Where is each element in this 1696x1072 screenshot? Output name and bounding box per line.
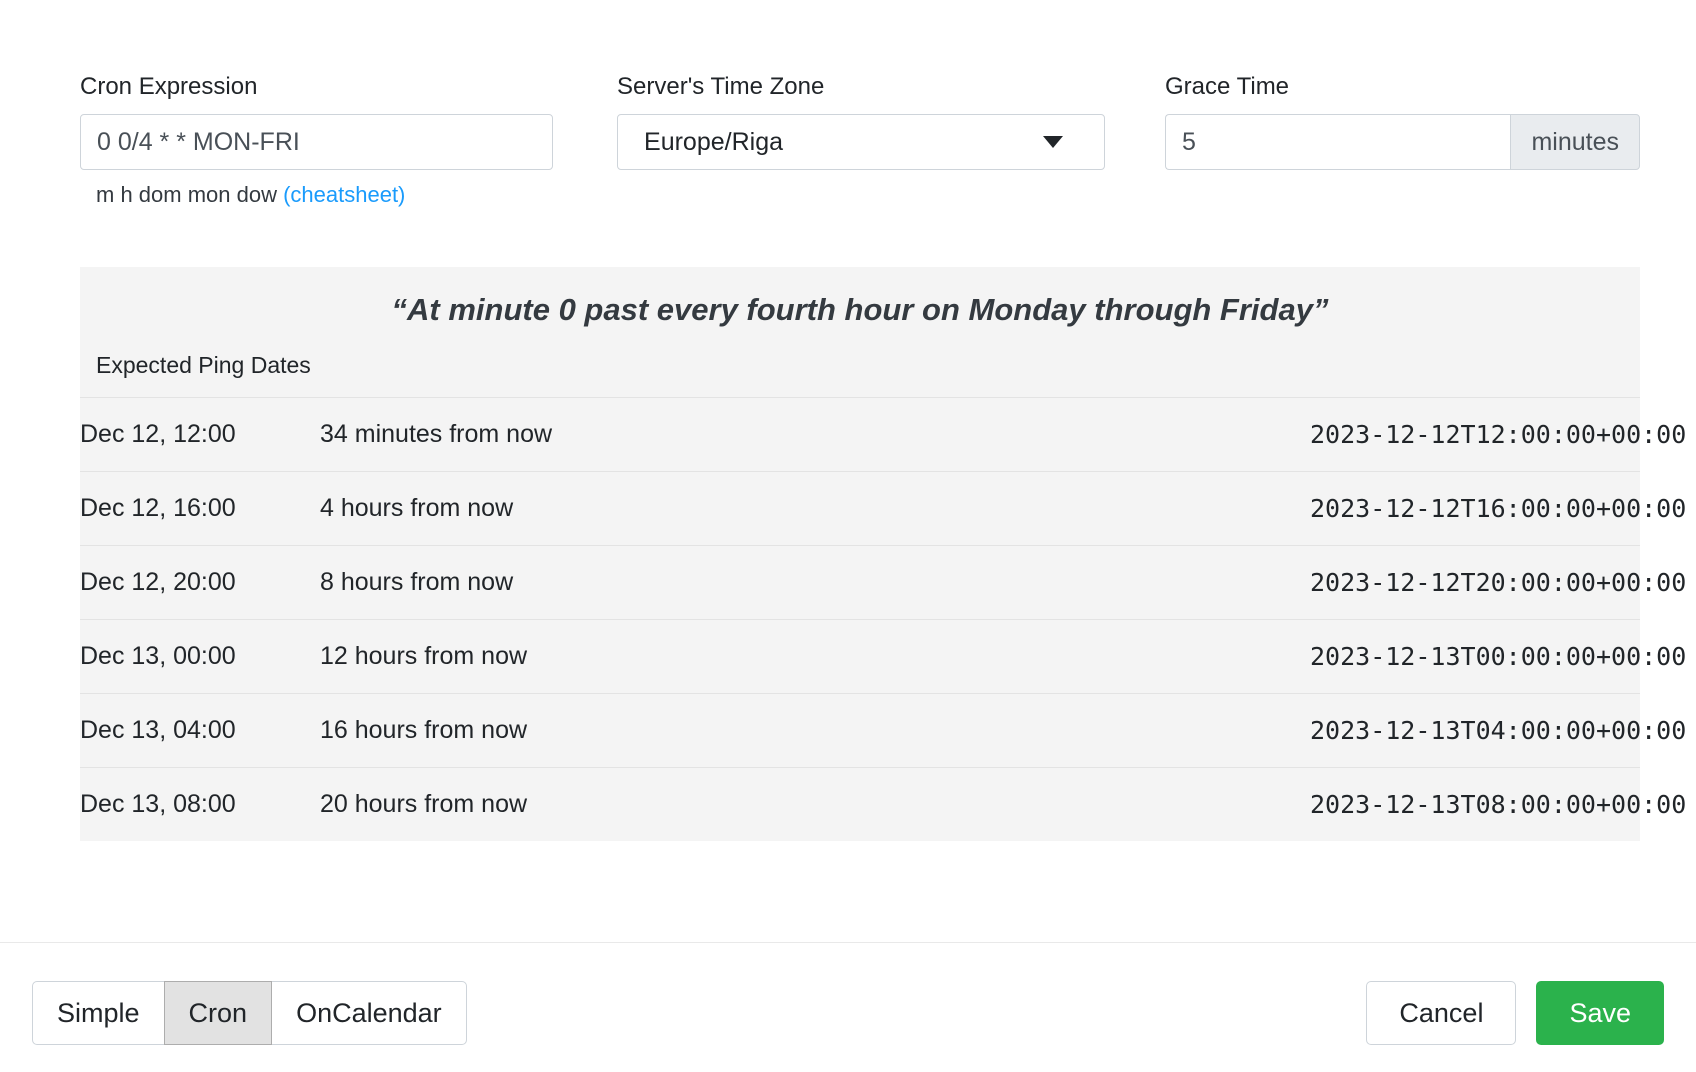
ping-iso-timestamp: 2023-12-12T16:00:00+00:00 xyxy=(1310,470,1686,546)
ping-iso-timestamp: 2023-12-13T00:00:00+00:00 xyxy=(1310,618,1686,694)
tab-simple[interactable]: Simple xyxy=(32,981,165,1045)
timezone-field-group: Server's Time Zone Europe/Riga xyxy=(617,72,1105,170)
ping-relative: 20 hours from now xyxy=(320,766,1310,841)
schedule-preview-panel: “At minute 0 past every fourth hour on M… xyxy=(80,267,1686,841)
ping-iso-timestamp: 2023-12-12T20:00:00+00:00 xyxy=(1310,544,1686,620)
ping-iso-timestamp: 2023-12-13T04:00:00+00:00 xyxy=(1310,692,1686,768)
table-row: Dec 13, 04:00 16 hours from now 2023-12-… xyxy=(80,692,1686,768)
save-button[interactable]: Save xyxy=(1536,981,1664,1045)
ping-relative: 16 hours from now xyxy=(320,692,1310,768)
ping-iso-timestamp: 2023-12-13T08:00:00+00:00 xyxy=(1310,766,1686,841)
ping-date: Dec 13, 04:00 xyxy=(80,692,320,768)
expected-ping-dates-table: Dec 12, 12:00 34 minutes from now 2023-1… xyxy=(80,396,1686,841)
expected-ping-dates-label: Expected Ping Dates xyxy=(96,351,311,378)
timezone-selected-value: Europe/Riga xyxy=(617,114,1105,170)
table-row: Dec 13, 08:00 20 hours from now 2023-12-… xyxy=(80,766,1686,841)
cron-expression-field-group: Cron Expression m h dom mon dow (cheatsh… xyxy=(80,72,554,208)
timezone-select[interactable]: Europe/Riga xyxy=(617,114,1105,170)
ping-relative: 34 minutes from now xyxy=(320,396,1310,472)
footer-actions: Cancel Save xyxy=(1366,981,1664,1045)
footer-divider xyxy=(0,942,1696,943)
cron-hint-text: m h dom mon dow xyxy=(96,182,277,207)
cron-description: “At minute 0 past every fourth hour on M… xyxy=(391,292,1329,327)
timezone-label: Server's Time Zone xyxy=(617,73,825,100)
cancel-button[interactable]: Cancel xyxy=(1366,981,1517,1045)
ping-date: Dec 12, 20:00 xyxy=(80,544,320,620)
ping-relative: 8 hours from now xyxy=(320,544,1310,620)
ping-date: Dec 12, 16:00 xyxy=(80,470,320,546)
dialog-footer: Simple Cron OnCalendar Cancel Save xyxy=(0,978,1696,1048)
grace-time-unit-addon: minutes xyxy=(1510,114,1641,170)
grace-time-input[interactable] xyxy=(1165,114,1511,170)
ping-relative: 12 hours from now xyxy=(320,618,1310,694)
ping-date: Dec 12, 12:00 xyxy=(80,396,320,472)
table-row: Dec 12, 16:00 4 hours from now 2023-12-1… xyxy=(80,470,1686,546)
schedule-mode-button-group: Simple Cron OnCalendar xyxy=(32,981,467,1045)
cron-expression-input[interactable] xyxy=(80,114,554,170)
grace-time-field-group: Grace Time minutes xyxy=(1165,72,1641,170)
ping-table-body: Dec 12, 12:00 34 minutes from now 2023-1… xyxy=(80,396,1686,841)
table-row: Dec 12, 12:00 34 minutes from now 2023-1… xyxy=(80,396,1686,472)
cron-expression-hint: m h dom mon dow (cheatsheet) xyxy=(80,182,553,208)
ping-iso-timestamp: 2023-12-12T12:00:00+00:00 xyxy=(1310,396,1686,472)
grace-time-input-group: minutes xyxy=(1165,114,1641,170)
ping-relative: 4 hours from now xyxy=(320,470,1310,546)
tab-cron[interactable]: Cron xyxy=(163,981,273,1045)
table-row: Dec 12, 20:00 8 hours from now 2023-12-1… xyxy=(80,544,1686,620)
ping-date: Dec 13, 08:00 xyxy=(80,766,320,841)
grace-time-label: Grace Time xyxy=(1165,73,1290,100)
ping-date: Dec 13, 00:00 xyxy=(80,618,320,694)
cheatsheet-link[interactable]: (cheatsheet) xyxy=(283,182,406,207)
cron-expression-label: Cron Expression xyxy=(80,73,258,100)
chevron-down-icon xyxy=(1043,136,1063,148)
schedule-fields-row: Cron Expression m h dom mon dow (cheatsh… xyxy=(80,72,1641,208)
tab-oncalendar[interactable]: OnCalendar xyxy=(271,981,467,1045)
table-row: Dec 13, 00:00 12 hours from now 2023-12-… xyxy=(80,618,1686,694)
